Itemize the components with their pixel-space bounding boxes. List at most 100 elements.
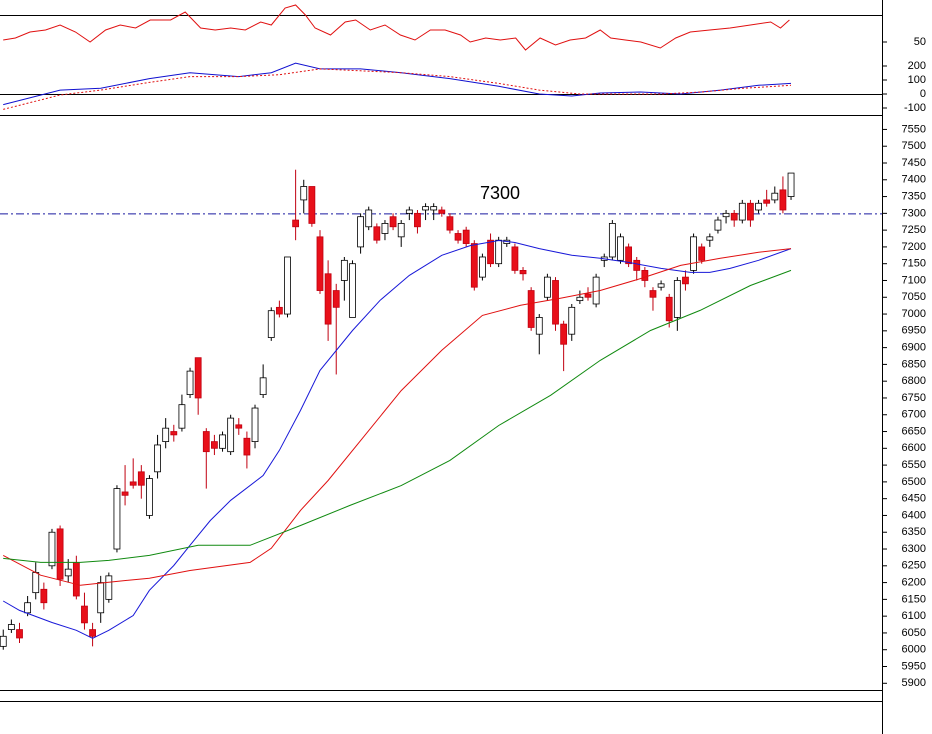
y-tick-label: 6800 <box>902 375 926 387</box>
candle-body <box>414 212 421 228</box>
candle-body <box>227 417 235 453</box>
candle-body <box>438 209 446 214</box>
moving-average <box>3 269 792 563</box>
candle-body <box>0 635 7 647</box>
candle-body <box>202 431 210 453</box>
candle-body <box>211 441 218 449</box>
candle-body <box>454 233 462 241</box>
y-tick-label: 7300 <box>902 207 926 219</box>
candle-body <box>121 491 129 496</box>
candle-body <box>146 478 153 516</box>
y-tick-label: 0 <box>920 88 926 100</box>
y-tick-label: 7050 <box>902 291 926 303</box>
candle-body <box>48 531 56 567</box>
candle-body <box>470 243 478 288</box>
candle-body <box>219 434 226 449</box>
candle-body <box>722 212 730 218</box>
candle-body <box>7 624 15 630</box>
y-tick-label: 6900 <box>902 342 926 354</box>
candle-body <box>40 588 48 604</box>
candle-body <box>97 582 105 614</box>
candle-body <box>519 270 527 275</box>
candle-body <box>682 276 689 285</box>
y-tick-label: 6250 <box>902 560 926 572</box>
candle-body <box>284 256 291 315</box>
candle-body <box>275 306 283 315</box>
candle-body <box>779 189 787 211</box>
y-tick-label: 7250 <box>902 224 926 236</box>
y-tick-label: -100 <box>904 102 926 114</box>
candle-body <box>113 488 121 550</box>
candle-body <box>137 471 145 486</box>
candle-body <box>267 310 275 338</box>
y-tick-label: 6000 <box>902 644 926 656</box>
candle-body <box>251 407 259 443</box>
y-tick-label: 6700 <box>902 409 926 421</box>
candle-body <box>405 209 413 214</box>
candle-body <box>560 323 568 345</box>
candle-body <box>608 223 616 258</box>
reference-label: 7300 <box>480 183 520 203</box>
candle-body <box>543 276 551 298</box>
candle-body <box>194 357 202 399</box>
y-tick-label: 6200 <box>902 576 926 588</box>
y-tick-label: 6300 <box>902 543 926 555</box>
plot-area: 1623306142027411182518152229613202731017… <box>0 4 882 650</box>
candle-body <box>162 427 170 443</box>
candle-body <box>64 568 72 577</box>
candle-body <box>389 216 397 228</box>
candle-body <box>324 273 332 325</box>
candle-body <box>576 296 584 302</box>
candle-body <box>365 209 373 228</box>
candle-body <box>16 629 23 639</box>
candle-body <box>381 223 389 234</box>
y-tick-label: 6600 <box>902 442 926 454</box>
indicator-line <box>3 4 790 51</box>
candle-body <box>738 202 746 221</box>
candle-body <box>479 256 486 278</box>
y-tick-label: 7000 <box>902 308 926 320</box>
candle-body <box>316 236 324 291</box>
y-tick-label: 6550 <box>902 459 926 471</box>
candle-body <box>698 246 706 261</box>
y-tick-label: 5900 <box>902 677 926 689</box>
y-tick-label: 7450 <box>902 157 926 169</box>
candle-body <box>730 212 738 221</box>
y-tick-label: 7200 <box>902 241 926 253</box>
candle-body <box>657 283 665 288</box>
y-tick-label: 50 <box>914 36 926 48</box>
candle-body <box>787 172 795 197</box>
candle-body <box>535 317 543 335</box>
candle-body <box>357 216 364 248</box>
candle-body <box>625 246 633 265</box>
y-tick-label: 200 <box>908 60 926 72</box>
y-tick-label: 7100 <box>902 274 926 286</box>
candle-body <box>462 229 470 244</box>
y-tick-label: 6350 <box>902 526 926 538</box>
y-tick-label: 6150 <box>902 593 926 605</box>
candle-body <box>292 219 300 228</box>
candle-body <box>495 239 503 265</box>
candle-body <box>673 280 681 318</box>
candle-body <box>81 605 88 624</box>
candle-body <box>690 236 697 271</box>
indicator-line <box>3 68 792 110</box>
y-tick-label: 7350 <box>902 190 926 202</box>
candle-body <box>665 296 673 322</box>
y-tick-label: 7400 <box>902 174 926 186</box>
candle-body <box>568 306 576 335</box>
candle-body <box>446 216 454 231</box>
candle-body <box>633 259 641 271</box>
candle-body <box>89 629 96 637</box>
candle-body <box>308 186 316 224</box>
candle-body <box>32 572 40 594</box>
moving-average <box>2 248 792 586</box>
candle-body <box>771 192 779 201</box>
candle-body <box>105 575 113 600</box>
y-tick-label: 100 <box>908 74 926 86</box>
candle-body <box>397 223 405 238</box>
candle-body <box>430 206 438 211</box>
